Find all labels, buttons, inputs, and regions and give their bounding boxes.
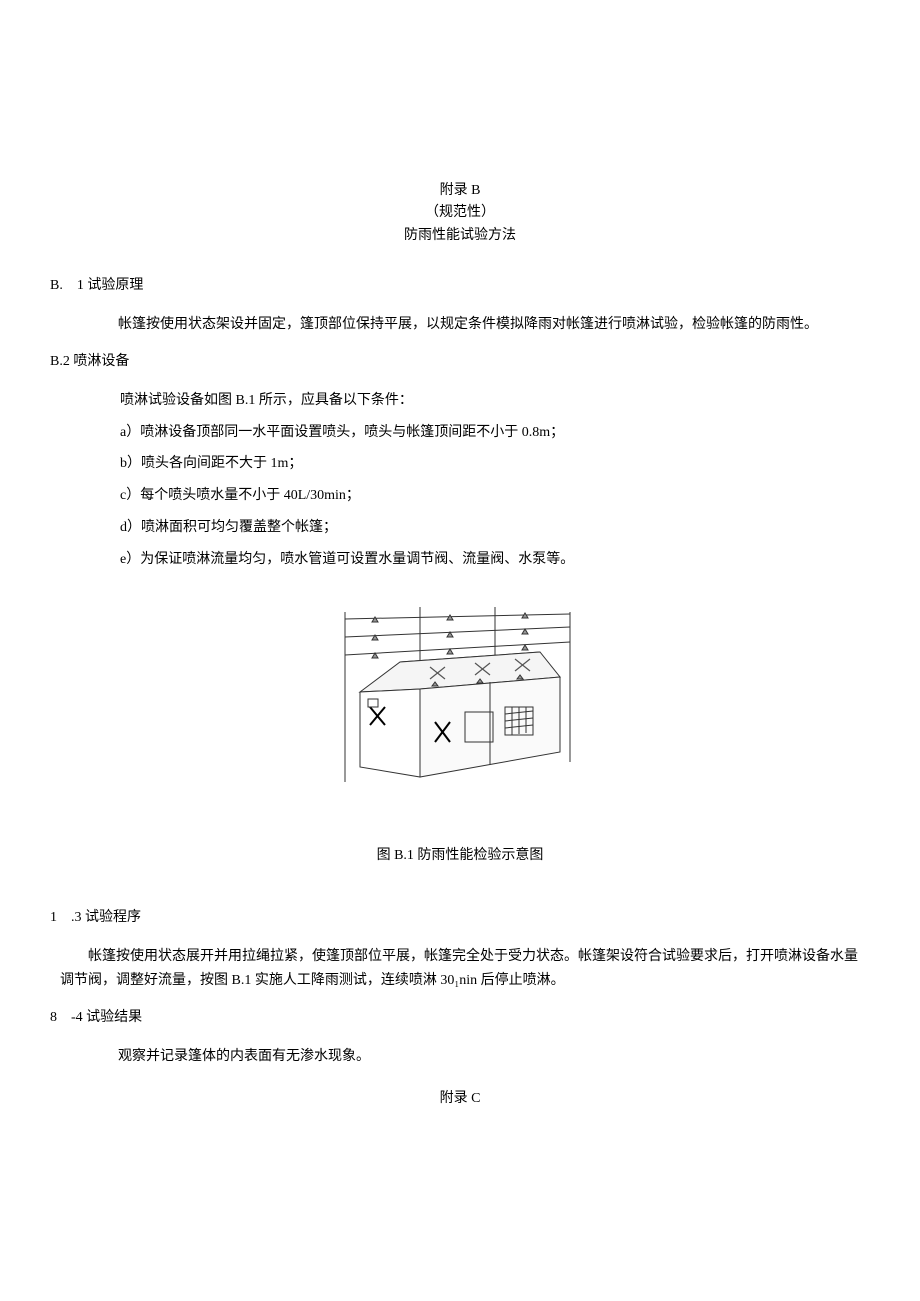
- figure-b1-caption: 图 B.1 防雨性能检验示意图: [50, 845, 870, 867]
- appendix-b-header: 附录 B （规范性） 防雨性能试验方法: [50, 180, 870, 247]
- section-b2-heading: B.2 喷淋设备: [50, 351, 870, 373]
- list-item-b: b）喷头各向间距不大于 1m；: [50, 452, 870, 476]
- section-b4-heading: 8 -4 试验结果: [50, 1007, 870, 1029]
- section-b4-para: 观察并记录篷体的内表面有无渗水现象。: [50, 1045, 870, 1069]
- list-item-a: a）喷淋设备顶部同一水平面设置喷头，喷头与帐篷顶间距不小于 0.8m；: [50, 421, 870, 445]
- list-item-e: e）为保证喷淋流量均匀，喷水管道可设置水量调节阀、流量阀、水泵等。: [50, 548, 870, 572]
- section-b3-para: 帐篷按使用状态展开并用拉绳拉紧，使篷顶部位平展，帐篷完全处于受力状态。帐篷架设符…: [50, 945, 870, 993]
- appendix-c-header: 附录 C: [50, 1088, 870, 1110]
- appendix-b-subtitle: （规范性）: [50, 202, 870, 224]
- section-b2-intro: 喷淋试验设备如图 B.1 所示，应具备以下条件：: [50, 389, 870, 413]
- list-item-c: c）每个喷头喷水量不小于 40L/30min；: [50, 484, 870, 508]
- figure-b1-container: [50, 607, 870, 815]
- list-item-d: d）喷淋面积可均匀覆盖整个帐篷；: [50, 516, 870, 540]
- appendix-c-title: 附录 C: [50, 1088, 870, 1110]
- section-b1-para: 帐篷按使用状态架设并固定，篷顶部位保持平展，以规定条件模拟降雨对帐篷进行喷淋试验…: [50, 313, 870, 337]
- appendix-b-method: 防雨性能试验方法: [50, 225, 870, 247]
- appendix-b-title: 附录 B: [50, 180, 870, 202]
- section-b3-heading: 1 .3 试验程序: [50, 907, 870, 929]
- section-b1-heading: B. 1 试验原理: [50, 275, 870, 297]
- tent-diagram-icon: [305, 607, 615, 807]
